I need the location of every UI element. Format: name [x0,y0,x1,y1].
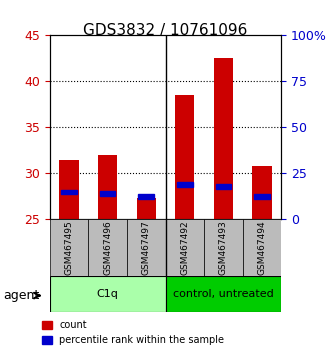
Bar [98,155,117,219]
Text: GSM467495: GSM467495 [65,221,73,275]
Bar [252,166,272,219]
Legend: count, percentile rank within the sample: count, percentile rank within the sample [38,316,228,349]
Bar [254,194,270,199]
Bar [175,95,194,219]
Text: GDS3832 / 10761096: GDS3832 / 10761096 [83,23,248,38]
FancyBboxPatch shape [166,219,204,276]
Bar [61,189,77,194]
FancyBboxPatch shape [204,219,243,276]
FancyBboxPatch shape [50,276,166,312]
FancyBboxPatch shape [166,276,281,312]
FancyBboxPatch shape [243,219,281,276]
Text: GSM467492: GSM467492 [180,221,189,275]
Bar [136,198,156,219]
Bar [216,184,231,189]
Text: GSM467494: GSM467494 [258,221,266,275]
Bar [214,58,233,219]
FancyBboxPatch shape [50,219,88,276]
FancyBboxPatch shape [88,219,127,276]
Text: GSM467497: GSM467497 [142,221,151,275]
Bar [177,182,193,187]
Text: control, untreated: control, untreated [173,289,274,299]
FancyBboxPatch shape [127,219,166,276]
Bar [100,192,115,196]
Text: GSM467496: GSM467496 [103,221,112,275]
Text: C1q: C1q [97,289,118,299]
Bar [138,194,154,199]
Bar [59,160,78,219]
Text: GSM467493: GSM467493 [219,221,228,275]
Text: agent: agent [3,289,40,302]
